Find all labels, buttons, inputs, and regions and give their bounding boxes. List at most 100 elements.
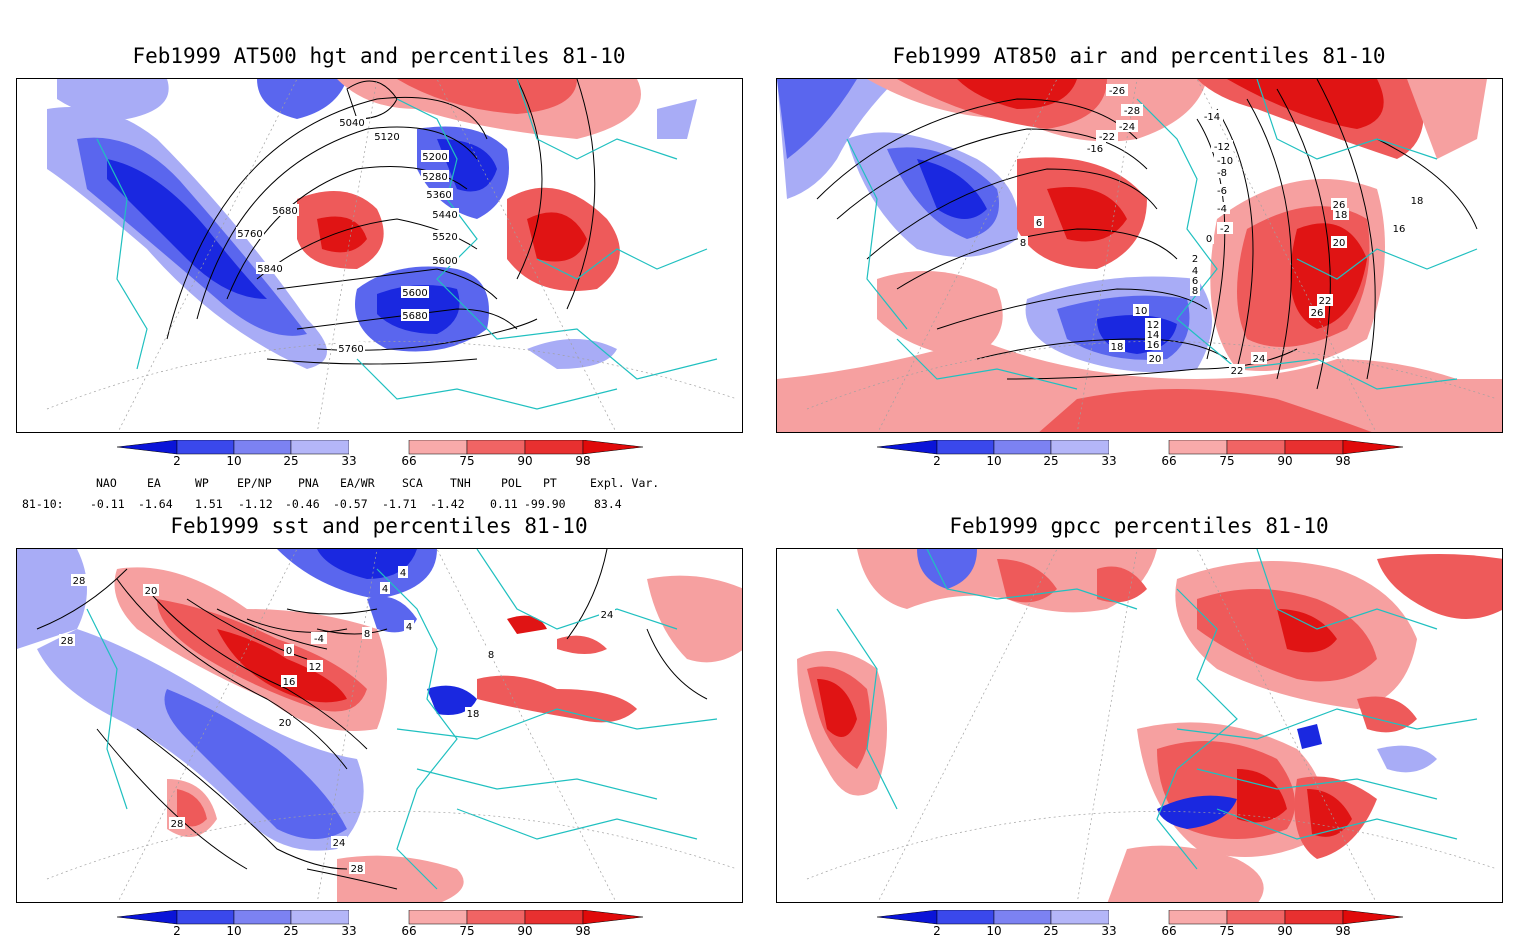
colorbar-gpcc: 2 10 25 33 66 75 90 98 xyxy=(876,909,1404,942)
svg-text:5280: 5280 xyxy=(422,172,447,183)
svg-text:-12: -12 xyxy=(1214,142,1230,153)
contour-label: 16 xyxy=(281,675,297,688)
svg-text:8: 8 xyxy=(488,650,494,661)
contour-label: 26 xyxy=(1331,198,1347,211)
contour-label: 20 xyxy=(1147,352,1163,365)
map-panel-hgt500: 5040 5120 5200 5280 5360 5440 5520 5600 5680 5760… xyxy=(16,78,743,433)
svg-text:14: 14 xyxy=(1147,330,1160,341)
svg-text:-28: -28 xyxy=(1124,106,1140,117)
colorbar-label: 90 xyxy=(1277,454,1293,468)
colorbar-label: 75 xyxy=(459,454,475,468)
svg-text:-6: -6 xyxy=(1217,186,1227,197)
svg-text:20: 20 xyxy=(1149,354,1162,365)
index-value: -1.71 xyxy=(382,497,417,511)
contour-label: -28 xyxy=(1121,104,1143,117)
contour-label: 12 xyxy=(307,660,323,673)
svg-text:18: 18 xyxy=(1335,210,1348,221)
index-value: -1.12 xyxy=(238,497,273,511)
svg-text:12: 12 xyxy=(1147,320,1160,331)
contour-label: -10 xyxy=(1214,154,1236,167)
contour-label: 5680 xyxy=(401,309,429,322)
map-air850: -26-28-24-22-16-14-12-10-8-6-4-202468101… xyxy=(777,79,1502,432)
contour-label: 5600 xyxy=(401,286,429,299)
svg-text:6: 6 xyxy=(1192,276,1198,287)
svg-text:0: 0 xyxy=(1206,234,1212,245)
colorbar-air850: 2 10 25 33 66 75 90 98 xyxy=(876,439,1404,472)
svg-text:18: 18 xyxy=(1411,196,1424,207)
svg-text:16: 16 xyxy=(1393,224,1406,235)
svg-text:5840: 5840 xyxy=(257,264,282,275)
svg-text:5600: 5600 xyxy=(432,256,457,267)
contour-label: 5760 xyxy=(337,342,365,355)
colorbar-label: 33 xyxy=(1101,924,1117,938)
contour-label: 0 xyxy=(1204,232,1214,245)
svg-text:8: 8 xyxy=(364,629,370,640)
map-gpcc xyxy=(797,549,1502,902)
contour-label: 28 xyxy=(349,862,365,875)
contour-label: -2 xyxy=(1217,222,1233,235)
svg-text:4: 4 xyxy=(382,584,388,595)
svg-text:28: 28 xyxy=(73,576,86,587)
colorbar-label: 66 xyxy=(401,924,417,938)
svg-text:5760: 5760 xyxy=(338,344,363,355)
colorbar-sst: 2 10 25 33 66 75 90 98 xyxy=(116,909,644,942)
svg-text:5440: 5440 xyxy=(432,210,457,221)
svg-text:-4: -4 xyxy=(1217,204,1227,215)
svg-text:22: 22 xyxy=(1319,296,1332,307)
colorbar-label: 10 xyxy=(226,924,242,938)
svg-text:26: 26 xyxy=(1311,308,1324,319)
contour-label: 12 xyxy=(1145,318,1161,331)
colorbar-label: 25 xyxy=(283,454,299,468)
colorbar-swatches xyxy=(116,909,644,925)
index-row-label: 81-10: xyxy=(22,497,64,511)
map-sst: 28 20 28 0 -4 4 8 4 12 16 20 24 28 28 18 24 8 4 xyxy=(17,549,742,902)
contour-label: 6 xyxy=(1190,274,1200,287)
index-value: -99.90 xyxy=(524,497,566,511)
svg-text:4: 4 xyxy=(1192,266,1198,277)
svg-text:-26: -26 xyxy=(1109,86,1125,97)
colorbar-label: 10 xyxy=(986,454,1002,468)
svg-text:5200: 5200 xyxy=(422,152,447,163)
colorbar-label: 90 xyxy=(517,924,533,938)
svg-text:5360: 5360 xyxy=(426,190,451,201)
index-header: POL xyxy=(501,476,522,490)
colorbar-label: 98 xyxy=(1335,924,1351,938)
index-header: WP xyxy=(195,476,209,490)
svg-text:20: 20 xyxy=(1333,238,1346,249)
index-header: EA xyxy=(147,476,161,490)
svg-text:-2: -2 xyxy=(1220,224,1230,235)
panel-title-sst: Feb1999 sst and percentiles 81-10 xyxy=(170,514,588,538)
colorbar-label: 10 xyxy=(226,454,242,468)
panel-title-gpcc: Feb1999 gpcc percentiles 81-10 xyxy=(949,514,1329,538)
index-header: NAO xyxy=(96,476,117,490)
svg-text:8: 8 xyxy=(1020,238,1026,249)
svg-text:5120: 5120 xyxy=(374,132,399,143)
colorbar-swatches xyxy=(876,909,1404,925)
index-value: -1.64 xyxy=(138,497,173,511)
contour-label: 16 xyxy=(1145,338,1161,351)
svg-text:10: 10 xyxy=(1135,306,1148,317)
contour-label: 22 xyxy=(1229,364,1245,377)
colorbar-label: 33 xyxy=(1101,454,1117,468)
svg-text:-10: -10 xyxy=(1217,156,1233,167)
contour-label: 5040 xyxy=(338,116,366,129)
contour-label: -26 xyxy=(1106,84,1128,97)
svg-text:5520: 5520 xyxy=(432,232,457,243)
index-header: PNA xyxy=(298,476,319,490)
colorbar-label: 2 xyxy=(173,454,181,468)
contour-label: -24 xyxy=(1116,120,1138,133)
contour-label: 4 xyxy=(404,620,414,633)
colorbar-label: 75 xyxy=(459,924,475,938)
index-value: -0.57 xyxy=(333,497,368,511)
colorbar-label: 90 xyxy=(517,454,533,468)
svg-text:8: 8 xyxy=(1192,286,1198,297)
map-hgt500: 5040 5120 5200 5280 5360 5440 5520 5600 5680 5760… xyxy=(27,79,738,432)
svg-text:28: 28 xyxy=(351,864,364,875)
contour-label: 5120 xyxy=(373,130,401,143)
contour-label: 28 xyxy=(59,634,75,647)
index-value: -1.42 xyxy=(430,497,465,511)
svg-text:16: 16 xyxy=(1147,340,1160,351)
colorbar-label: 98 xyxy=(1335,454,1351,468)
svg-text:6: 6 xyxy=(1036,218,1042,229)
contour-label: 24 xyxy=(1251,352,1267,365)
